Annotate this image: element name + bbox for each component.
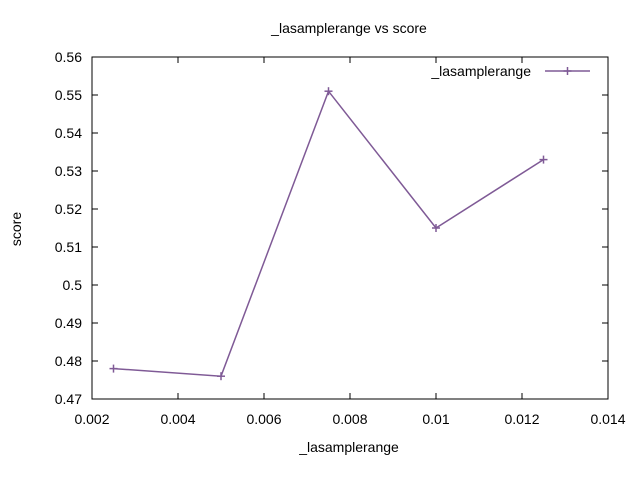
y-tick-label: 0.51	[55, 239, 82, 255]
data-point	[432, 224, 440, 232]
x-tick-label: 0.004	[160, 411, 195, 427]
y-axis-label: score	[8, 212, 24, 246]
series-group	[109, 87, 548, 381]
data-point	[109, 364, 118, 373]
chart-title: _lasamplerange vs score	[270, 20, 427, 36]
series-line	[113, 89, 544, 377]
legend-label: _lasamplerange	[430, 63, 531, 79]
x-tick-label: 0.012	[504, 411, 539, 427]
x-axis-label: _lasamplerange	[298, 439, 399, 455]
data-point	[324, 87, 333, 96]
y-tick-label: 0.5	[63, 277, 83, 293]
x-tick-label: 0.008	[332, 411, 367, 427]
x-tick-label: 0.002	[74, 411, 109, 427]
x-tick-label: 0.01	[422, 411, 449, 427]
y-tick-label: 0.53	[55, 163, 82, 179]
axes-group: 0.002 0.004 0.006 0.008 0.01 0.012 0.014 0.47 0.…	[55, 49, 626, 427]
data-point	[539, 155, 548, 164]
y-tick-label: 0.47	[55, 391, 82, 407]
plot-frame	[91, 56, 609, 400]
data-point	[217, 372, 225, 381]
x-tick-label: 0.006	[246, 411, 281, 427]
x-tick-label: 0.014	[590, 411, 625, 427]
y-tick-label: 0.52	[55, 201, 82, 217]
y-tick-label: 0.49	[55, 315, 82, 331]
y-tick-label: 0.55	[55, 87, 82, 103]
y-tick-label: 0.56	[55, 49, 82, 65]
y-tick-label: 0.48	[55, 353, 82, 369]
legend: _lasamplerange	[430, 63, 590, 79]
y-tick-label: 0.54	[55, 125, 82, 141]
